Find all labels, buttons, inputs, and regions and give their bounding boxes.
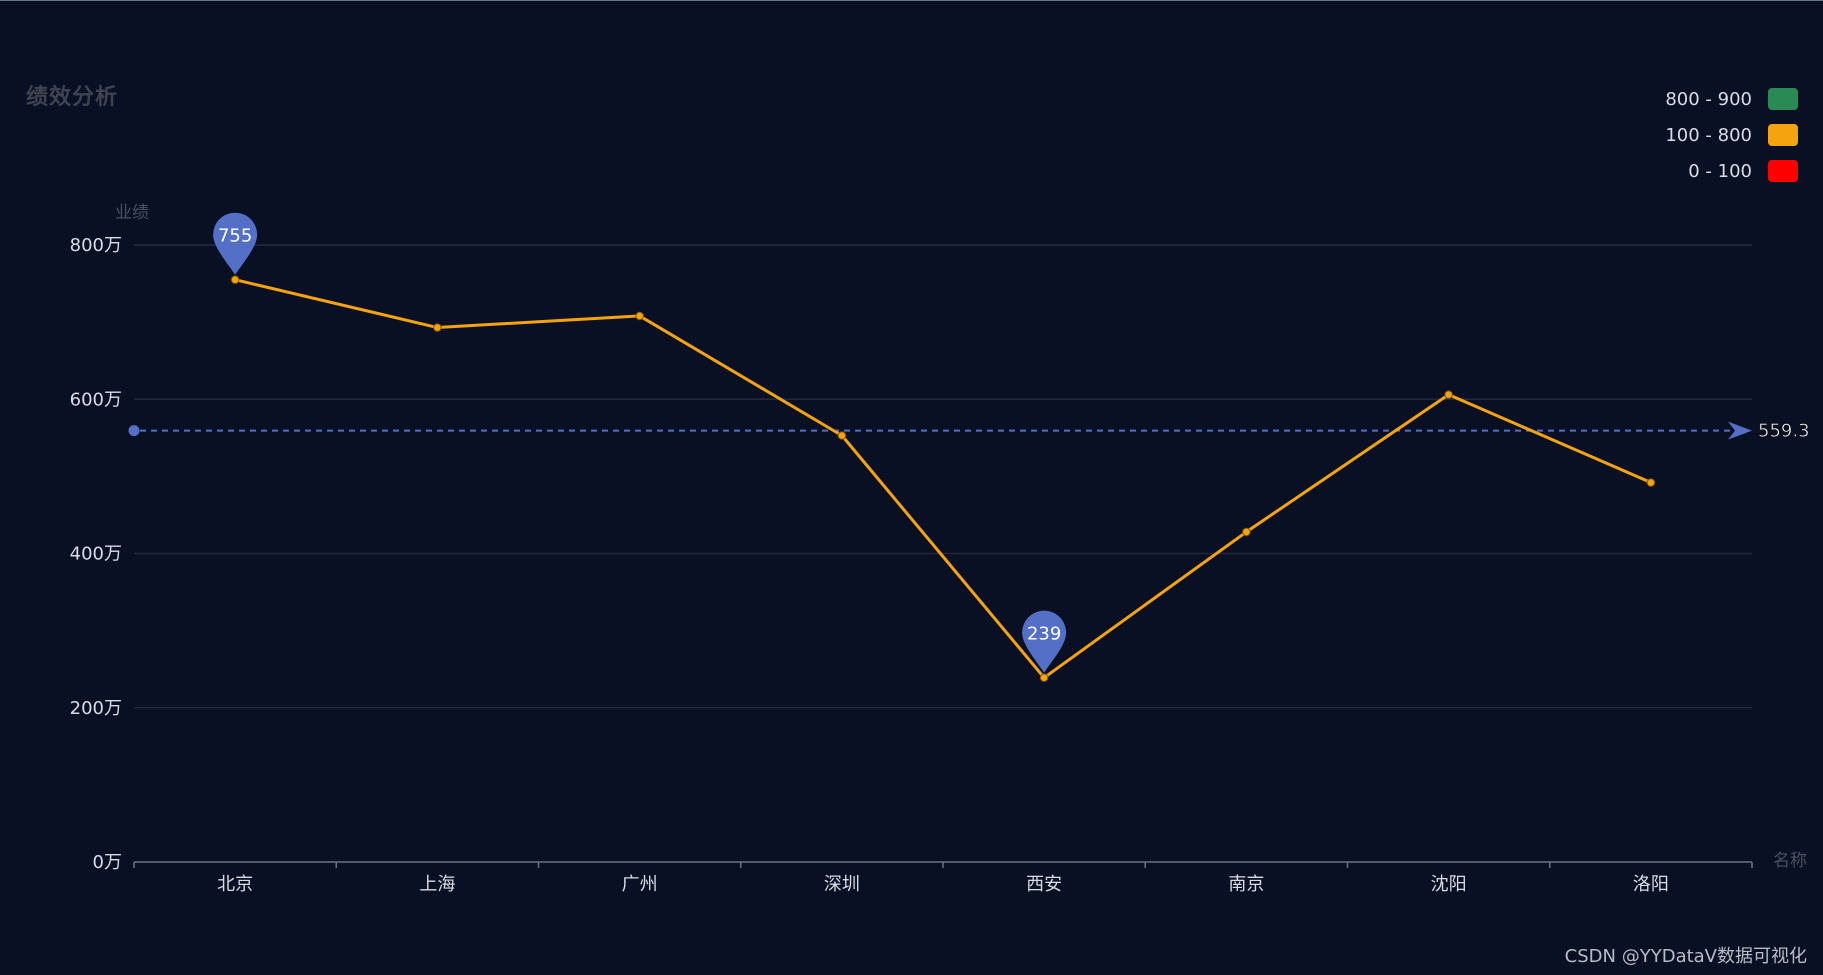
x-tick-label: 广州 <box>622 874 658 895</box>
mark-point-shape <box>1022 610 1067 673</box>
legend-item-high[interactable]: 800 - 900 <box>1665 81 1798 117</box>
legend-swatch <box>1768 124 1798 146</box>
x-tick-label: 深圳 <box>824 874 860 895</box>
data-point <box>635 311 644 321</box>
x-tick-label: 上海 <box>419 874 455 895</box>
watermark: CSDN @YYDataV数据可视化 <box>1564 946 1807 967</box>
mark-point-label: 239 <box>1027 624 1061 645</box>
visual-map-legend: 800 - 900 100 - 800 0 - 100 <box>1665 81 1798 189</box>
x-tick-label: 南京 <box>1228 874 1264 895</box>
data-point <box>1646 478 1656 487</box>
legend-item-mid[interactable]: 100 - 800 <box>1665 117 1798 153</box>
legend-label: 100 - 800 <box>1665 124 1752 146</box>
mark-line-start-dot <box>128 425 140 437</box>
x-tick-label: 西安 <box>1026 874 1062 895</box>
legend-label: 0 - 100 <box>1688 160 1752 182</box>
mark-line-arrow <box>1728 421 1752 440</box>
y-tick-label: 0万 <box>93 852 122 873</box>
mark-point-label: 755 <box>218 226 252 247</box>
y-tick-label: 800万 <box>70 235 122 256</box>
mark-point-pin: 239 <box>1022 610 1067 673</box>
mark-point-shape <box>213 212 258 275</box>
x-axis-label: 名称 <box>1773 851 1807 871</box>
data-point <box>230 275 240 285</box>
legend-label: 800 - 900 <box>1665 88 1752 110</box>
x-tick-label: 沈阳 <box>1431 874 1467 895</box>
data-point <box>1242 527 1251 537</box>
y-tick-label: 200万 <box>70 698 122 719</box>
data-point <box>1444 390 1453 399</box>
data-point <box>1039 673 1049 682</box>
legend-swatch <box>1768 88 1798 110</box>
data-point <box>433 323 442 332</box>
mark-point-pin: 755 <box>213 212 258 275</box>
legend-swatch <box>1768 160 1798 182</box>
chart-title: 绩效分析 <box>26 85 119 110</box>
legend-item-low[interactable]: 0 - 100 <box>1665 153 1798 189</box>
y-tick-label: 400万 <box>70 544 122 565</box>
data-point <box>837 431 847 440</box>
series-line <box>234 278 1652 680</box>
y-tick-label: 600万 <box>70 389 122 410</box>
mark-line-label: 559.3 <box>1758 421 1810 442</box>
y-axis-label: 业绩 <box>115 203 149 223</box>
x-tick-label: 洛阳 <box>1633 874 1669 895</box>
x-tick-label: 北京 <box>217 874 253 895</box>
